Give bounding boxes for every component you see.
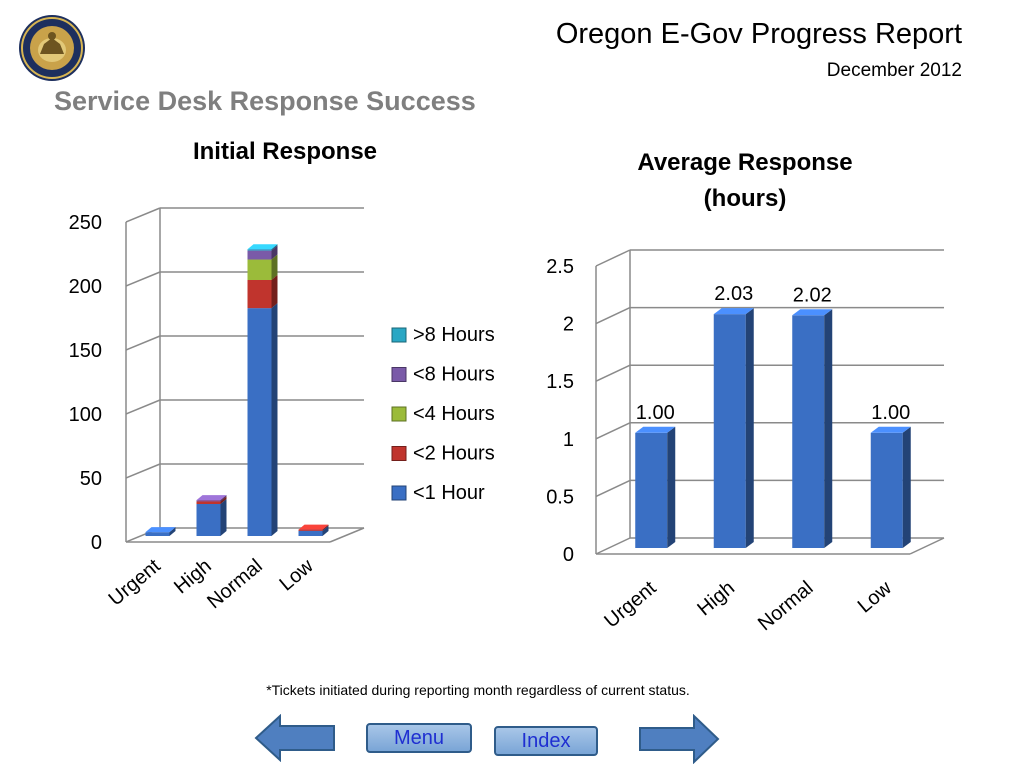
legend-label: <4 Hours — [413, 403, 495, 425]
data-label: 1.00 — [871, 402, 910, 424]
bar — [635, 432, 668, 548]
x-tick-label: Low — [275, 555, 318, 596]
bar — [870, 432, 903, 548]
gridline-depth — [595, 422, 631, 440]
data-label: 2.03 — [714, 283, 753, 305]
bar-segment — [196, 501, 221, 504]
gridline-depth — [125, 399, 161, 415]
page-heading: Service Desk Response Success — [54, 86, 476, 116]
report-title: Oregon E-Gov Progress Report — [555, 18, 962, 50]
bar-side — [902, 426, 911, 548]
y-tick-label: 100 — [69, 404, 102, 426]
y-tick-label: 250 — [69, 212, 102, 234]
footnote: *Tickets initiated during reporting mont… — [266, 682, 690, 698]
legend-label: <8 Hours — [413, 364, 495, 386]
bar-segment — [145, 532, 170, 536]
y-tick-label: 0 — [563, 544, 574, 566]
bar-top — [792, 309, 833, 316]
bar-segment-side — [322, 525, 329, 536]
y-tick-label: 2.5 — [546, 256, 574, 278]
y-tick-label: 200 — [69, 276, 102, 298]
legend-swatch — [391, 406, 407, 422]
x-tick-label: High — [693, 577, 739, 620]
y-tick-label: 50 — [80, 468, 102, 490]
bar-segment-side — [220, 495, 227, 502]
gridline-depth — [595, 479, 631, 498]
bar-segment — [298, 530, 323, 536]
bar-segment — [247, 280, 272, 309]
y-tick-label: 1 — [563, 429, 574, 451]
bar-segment-side — [220, 496, 227, 504]
bar-segment — [247, 250, 272, 260]
state-seal-logo — [19, 15, 85, 81]
legend-label: >8 Hours — [413, 324, 495, 346]
bar-segment-side — [169, 527, 176, 536]
y-tick-label: 2 — [563, 314, 574, 336]
bar-segment-side — [271, 244, 278, 251]
forward-arrow-icon[interactable] — [638, 714, 720, 764]
x-tick-label: Urgent — [105, 555, 165, 611]
bar-segment — [247, 259, 272, 280]
bar-segment — [196, 504, 221, 536]
bar-side — [667, 426, 676, 548]
bar-segment-side — [271, 245, 278, 260]
gridline-depth — [595, 364, 631, 382]
bar-segment — [247, 249, 272, 251]
legend-label: <1 Hour — [413, 482, 485, 504]
menu-button[interactable]: Menu — [366, 723, 472, 753]
chart-title-initial-response: Initial Response — [192, 138, 378, 165]
x-tick-label: Low — [854, 577, 897, 618]
bar-segment-side — [322, 524, 329, 531]
legend-swatch — [391, 446, 407, 461]
bar-top — [713, 308, 754, 315]
bar-side — [745, 308, 754, 548]
gridline-depth — [125, 271, 161, 287]
y-tick-label: 0.5 — [546, 486, 574, 508]
gridline-depth — [125, 207, 161, 223]
gridline-depth — [125, 463, 161, 479]
bar-side — [824, 309, 833, 548]
gridline-depth — [595, 306, 631, 325]
bar-segment — [247, 308, 272, 536]
bar-top — [635, 426, 676, 433]
gridline-depth — [125, 335, 161, 351]
bar-segment-top — [298, 524, 329, 530]
legend-swatch — [391, 367, 407, 382]
bar-segment — [298, 529, 323, 531]
bar-segment-top — [196, 495, 227, 501]
back-arrow-icon[interactable] — [254, 714, 336, 762]
y-tick-label: 1.5 — [546, 371, 574, 393]
bar-top — [870, 426, 911, 433]
data-label: 2.02 — [793, 284, 832, 306]
x-tick-label: Normal — [754, 577, 818, 635]
bar-segment-top — [145, 527, 176, 533]
bar-segment-side — [271, 254, 278, 280]
y-tick-label: 150 — [69, 340, 102, 362]
bar — [713, 314, 746, 548]
x-tick-label: Urgent — [600, 577, 660, 633]
report-date: December 2012 — [826, 60, 962, 81]
bar-segment — [196, 500, 221, 502]
index-button[interactable]: Index — [494, 726, 598, 756]
legend-label: <2 Hours — [413, 443, 495, 465]
chart-title-average-response: Average Response (hours) — [637, 149, 853, 212]
bar-segment-side — [220, 499, 227, 536]
floor-edge — [909, 537, 945, 555]
average-response-chart: 2.5 2 1.5 1 0.5 0 1.00 Urgent 2.03 High 2.02 Normal… — [546, 249, 945, 635]
gridline-depth — [595, 537, 631, 555]
data-label: 1.00 — [636, 402, 675, 424]
legend-swatch — [391, 485, 407, 501]
floor-edge — [329, 527, 365, 543]
y-tick-label: 0 — [91, 532, 102, 554]
bar — [792, 315, 825, 548]
bar-segment-side — [271, 303, 278, 536]
legend-swatch — [391, 327, 407, 343]
bar-segment-side — [271, 275, 278, 309]
bar-segment-top — [247, 244, 278, 250]
x-tick-label: Normal — [203, 555, 267, 613]
gridline-depth — [595, 249, 631, 267]
